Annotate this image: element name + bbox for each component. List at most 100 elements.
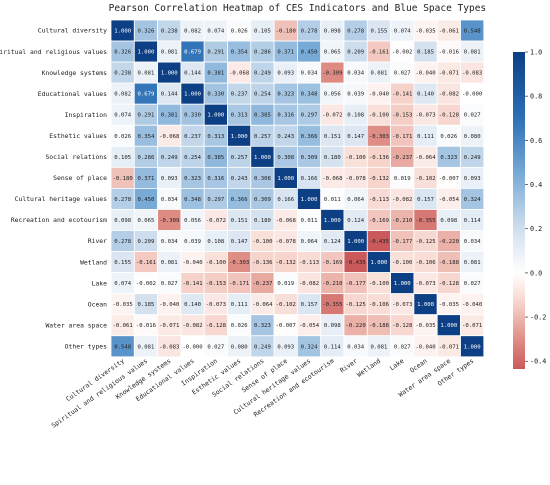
cell-value-label: 0.034 bbox=[464, 239, 481, 245]
row-label: Recreation and ecotourism bbox=[11, 216, 107, 224]
row-label: Wetland bbox=[80, 258, 107, 266]
cell-value-label: 0.278 bbox=[114, 239, 131, 245]
row-label: Cultural diversity bbox=[38, 27, 107, 35]
cell-value-label: -0.000 bbox=[182, 344, 202, 350]
cell-value-label: 0.082 bbox=[114, 92, 131, 98]
cell-value-label: -0.078 bbox=[276, 239, 297, 245]
cell-value-label: 0.151 bbox=[324, 134, 341, 140]
cell-value-label: 0.278 bbox=[347, 29, 364, 35]
cell-value-label: 0.254 bbox=[254, 92, 271, 98]
cell-value-label: 0.027 bbox=[394, 71, 411, 77]
cell-value-label: -0.035 bbox=[415, 323, 435, 329]
cell-value-label: 0.238 bbox=[114, 71, 131, 77]
cell-value-label: 0.185 bbox=[138, 302, 155, 308]
cell-value-label: -0.161 bbox=[136, 260, 156, 266]
cell-value-label: -0.132 bbox=[276, 260, 296, 266]
cell-value-label: -0.309 bbox=[322, 71, 342, 77]
cell-value-label: 0.124 bbox=[347, 218, 364, 224]
cell-value-label: -0.061 bbox=[439, 29, 459, 35]
cell-value-label: 0.034 bbox=[347, 71, 364, 77]
row-label: Inspiration bbox=[65, 111, 107, 119]
cell-value-label: -0.078 bbox=[346, 176, 367, 182]
cell-value-label: 0.237 bbox=[184, 134, 201, 140]
cell-value-label: 0.209 bbox=[347, 50, 364, 56]
colorbar-tick-label: 0.0 bbox=[530, 269, 542, 277]
cell-value-label: 0.098 bbox=[440, 218, 457, 224]
cell-value-label: 0.316 bbox=[277, 113, 294, 119]
cell-value-label: -0.061 bbox=[113, 323, 133, 329]
cell-value-label: -0.073 bbox=[206, 302, 226, 308]
cell-value-label: 0.080 bbox=[231, 344, 248, 350]
cell-value-label: 0.326 bbox=[114, 50, 131, 56]
cell-value-label: 1.000 bbox=[231, 134, 248, 140]
cell-value-label: 0.243 bbox=[277, 134, 294, 140]
cell-value-label: 0.309 bbox=[301, 155, 318, 161]
cell-value-label: 0.034 bbox=[161, 239, 178, 245]
cell-value-label: 0.185 bbox=[417, 50, 434, 56]
cell-value-label: -0.035 bbox=[415, 29, 435, 35]
cell-value-label: 0.166 bbox=[277, 197, 294, 203]
cell-value-label: -0.071 bbox=[439, 344, 459, 350]
cell-value-label: 0.081 bbox=[371, 71, 388, 77]
heatmap-cells: 1.000 0.326 0.238 0.082 0.074 0.026 0.105 -0.18… bbox=[110, 19, 485, 358]
cell-value-label: -0.169 bbox=[369, 218, 389, 224]
cell-value-label: 0.313 bbox=[207, 134, 224, 140]
cell-value-label: -0.073 bbox=[392, 302, 412, 308]
cell-value-label: -0.064 bbox=[252, 302, 273, 308]
cell-value-label: -0.141 bbox=[392, 92, 412, 98]
cell-value-label: 0.366 bbox=[301, 134, 318, 140]
cell-value-label: 0.291 bbox=[138, 113, 155, 119]
cell-value-label: 0.371 bbox=[277, 50, 294, 56]
cell-value-label: 0.326 bbox=[138, 29, 155, 35]
cell-value-label: -0.188 bbox=[439, 260, 460, 266]
cell-value-label: -0.002 bbox=[392, 50, 412, 56]
colorbar-tick-label: 0.2 bbox=[530, 225, 542, 233]
cell-value-label: 0.323 bbox=[254, 323, 271, 329]
cell-value-label: -0.188 bbox=[369, 323, 390, 329]
cell-value-label: -0.132 bbox=[369, 176, 389, 182]
cell-value-label: 0.081 bbox=[161, 260, 178, 266]
cell-value-label: -0.040 bbox=[182, 260, 202, 266]
cell-value-label: -0.106 bbox=[369, 302, 389, 308]
cell-value-label: 0.371 bbox=[138, 176, 155, 182]
cell-value-label: 0.111 bbox=[231, 302, 248, 308]
cell-value-label: 0.082 bbox=[184, 29, 201, 35]
cell-value-label: 1.000 bbox=[301, 197, 318, 203]
cell-value-label: -0.068 bbox=[229, 71, 250, 77]
cell-value-label: 0.065 bbox=[138, 218, 155, 224]
column-label: Spiritual and religious values bbox=[50, 357, 149, 430]
cell-value-label: 0.254 bbox=[184, 155, 201, 161]
cell-value-label: -0.073 bbox=[415, 281, 435, 287]
cell-value-label: -0.064 bbox=[415, 155, 436, 161]
cell-value-label: 0.093 bbox=[277, 71, 294, 77]
row-label: Ocean bbox=[88, 300, 107, 308]
cell-value-label: 0.286 bbox=[254, 50, 271, 56]
cell-value-label: -0.237 bbox=[392, 155, 412, 161]
cell-value-label: 1.000 bbox=[184, 92, 201, 98]
cell-value-label: -0.054 bbox=[439, 197, 460, 203]
cell-value-label: 0.027 bbox=[207, 344, 224, 350]
cell-value-label: 1.000 bbox=[207, 113, 224, 119]
column-label: Lake bbox=[388, 357, 405, 372]
colorbar-tick-label: -0.4 bbox=[530, 358, 546, 366]
cell-value-label: 0.385 bbox=[254, 113, 271, 119]
cell-value-label: 0.098 bbox=[324, 29, 341, 35]
cell-value-label: 0.011 bbox=[301, 218, 318, 224]
cell-value-label: 0.180 bbox=[254, 218, 271, 224]
cell-value-label: 0.155 bbox=[371, 29, 388, 35]
cell-value-label: 0.081 bbox=[161, 50, 178, 56]
cell-value-label: 0.019 bbox=[277, 281, 294, 287]
row-label: Knowledge systems bbox=[42, 69, 108, 77]
cell-value-label: -0.100 bbox=[206, 260, 226, 266]
cell-value-label: 1.000 bbox=[371, 260, 388, 266]
cell-value-label: -0.007 bbox=[439, 176, 459, 182]
cell-value-label: -0.040 bbox=[369, 92, 389, 98]
cell-value-label: 0.114 bbox=[324, 344, 341, 350]
cell-value-label: 0.323 bbox=[277, 92, 294, 98]
cell-value-label: -0.007 bbox=[276, 323, 296, 329]
cell-value-label: -0.113 bbox=[299, 260, 319, 266]
cell-value-label: 1.000 bbox=[440, 323, 457, 329]
cell-value-label: 0.074 bbox=[207, 29, 224, 35]
row-label: Other types bbox=[65, 342, 107, 350]
cell-value-label: 0.209 bbox=[138, 239, 155, 245]
